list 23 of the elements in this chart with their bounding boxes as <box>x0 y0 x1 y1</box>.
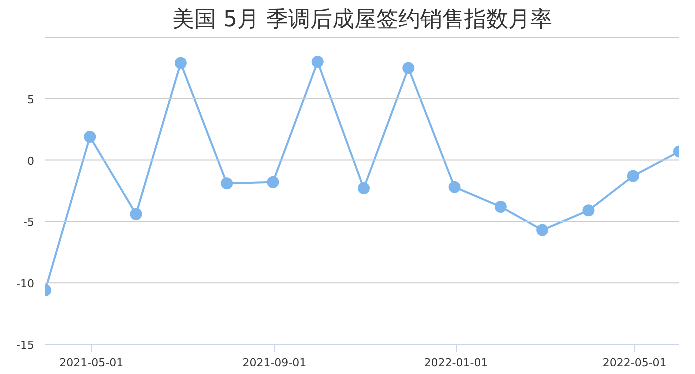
chart-title: 美国 5月 季调后成屋签约销售指数月率 <box>172 8 552 32</box>
point <box>358 182 370 195</box>
point <box>402 62 415 74</box>
y-tick-label: 0 <box>28 154 34 168</box>
point <box>627 170 640 182</box>
point <box>267 176 280 188</box>
y-tick-label: -10 <box>16 278 34 291</box>
y-tick-label: 5 <box>28 93 34 106</box>
point <box>84 130 96 143</box>
y-tick-label: -15 <box>16 339 34 352</box>
x-tick-label: 2021-09-01 <box>242 356 307 370</box>
point <box>582 204 595 217</box>
y-tick-label: -5 <box>24 216 34 230</box>
point <box>130 208 142 220</box>
x-tick-label: 2022-01-01 <box>424 356 488 370</box>
point <box>221 178 234 190</box>
x-tick-label: 2022-05-01 <box>602 356 667 370</box>
x-tick-label: 2021-05-01 <box>60 356 124 370</box>
point <box>448 181 461 194</box>
point <box>174 57 187 70</box>
point <box>494 200 507 213</box>
point <box>312 56 324 68</box>
point <box>536 224 549 236</box>
